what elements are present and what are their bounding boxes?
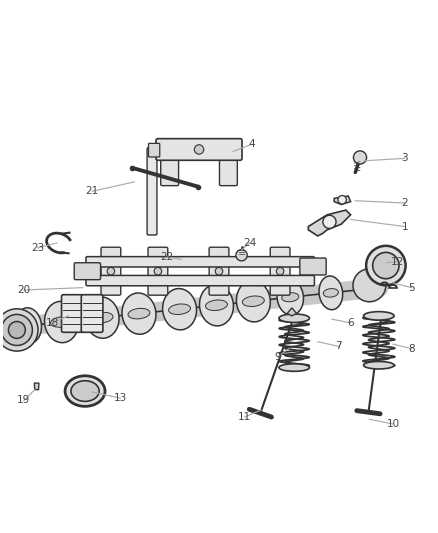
Ellipse shape (20, 321, 37, 330)
Text: 8: 8 (408, 344, 415, 354)
Text: 23: 23 (32, 243, 45, 253)
Circle shape (366, 246, 406, 285)
Ellipse shape (364, 312, 394, 320)
Ellipse shape (277, 279, 304, 315)
Circle shape (276, 268, 284, 275)
FancyBboxPatch shape (74, 263, 101, 280)
Circle shape (8, 321, 25, 338)
Text: 18: 18 (46, 318, 59, 328)
Text: 12: 12 (391, 257, 404, 267)
Ellipse shape (50, 317, 72, 327)
FancyBboxPatch shape (161, 155, 179, 185)
Ellipse shape (122, 293, 156, 334)
Text: 3: 3 (401, 154, 408, 164)
FancyBboxPatch shape (148, 143, 160, 157)
Text: 13: 13 (114, 393, 127, 403)
Text: 5: 5 (408, 282, 415, 293)
Circle shape (215, 268, 223, 275)
Ellipse shape (169, 304, 191, 314)
Text: 20: 20 (18, 285, 31, 295)
Polygon shape (308, 210, 350, 236)
FancyBboxPatch shape (101, 247, 121, 295)
Text: 24: 24 (243, 238, 256, 248)
FancyBboxPatch shape (209, 247, 229, 295)
Ellipse shape (85, 297, 119, 338)
Ellipse shape (199, 285, 233, 326)
Ellipse shape (65, 376, 105, 406)
Polygon shape (34, 383, 39, 390)
FancyBboxPatch shape (156, 139, 242, 160)
Circle shape (1, 314, 32, 345)
Text: 1: 1 (401, 222, 408, 231)
FancyBboxPatch shape (219, 155, 237, 185)
Circle shape (338, 196, 346, 204)
Text: 11: 11 (238, 412, 251, 422)
Ellipse shape (71, 381, 99, 401)
FancyBboxPatch shape (147, 148, 157, 235)
FancyBboxPatch shape (270, 247, 290, 295)
Ellipse shape (237, 280, 270, 322)
Ellipse shape (162, 288, 197, 330)
Ellipse shape (323, 288, 339, 297)
Circle shape (236, 249, 247, 261)
FancyBboxPatch shape (61, 295, 83, 332)
Text: 4: 4 (249, 139, 255, 149)
Text: 9: 9 (275, 352, 281, 362)
Text: 19: 19 (18, 395, 31, 406)
Text: 7: 7 (336, 342, 342, 351)
Ellipse shape (242, 296, 264, 306)
Circle shape (353, 151, 367, 164)
Ellipse shape (282, 293, 299, 302)
FancyBboxPatch shape (300, 258, 326, 275)
Ellipse shape (45, 301, 78, 343)
Ellipse shape (279, 314, 310, 322)
Circle shape (154, 268, 162, 275)
Text: 6: 6 (347, 318, 354, 328)
Ellipse shape (205, 300, 227, 311)
Ellipse shape (364, 361, 394, 369)
Ellipse shape (15, 308, 42, 343)
FancyBboxPatch shape (86, 256, 314, 267)
Circle shape (353, 269, 386, 302)
Circle shape (373, 253, 399, 279)
Circle shape (194, 145, 204, 154)
Circle shape (107, 268, 115, 275)
Text: 21: 21 (85, 187, 99, 196)
Text: 10: 10 (386, 419, 399, 429)
Ellipse shape (128, 309, 150, 319)
Ellipse shape (91, 312, 113, 323)
FancyBboxPatch shape (81, 295, 103, 332)
FancyBboxPatch shape (86, 276, 314, 286)
Text: 2: 2 (401, 198, 408, 208)
Polygon shape (334, 196, 350, 205)
Ellipse shape (319, 276, 343, 310)
Circle shape (0, 309, 38, 351)
Text: 22: 22 (161, 252, 174, 262)
Ellipse shape (279, 364, 310, 372)
Circle shape (323, 215, 336, 229)
Polygon shape (287, 308, 297, 316)
FancyBboxPatch shape (148, 247, 168, 295)
